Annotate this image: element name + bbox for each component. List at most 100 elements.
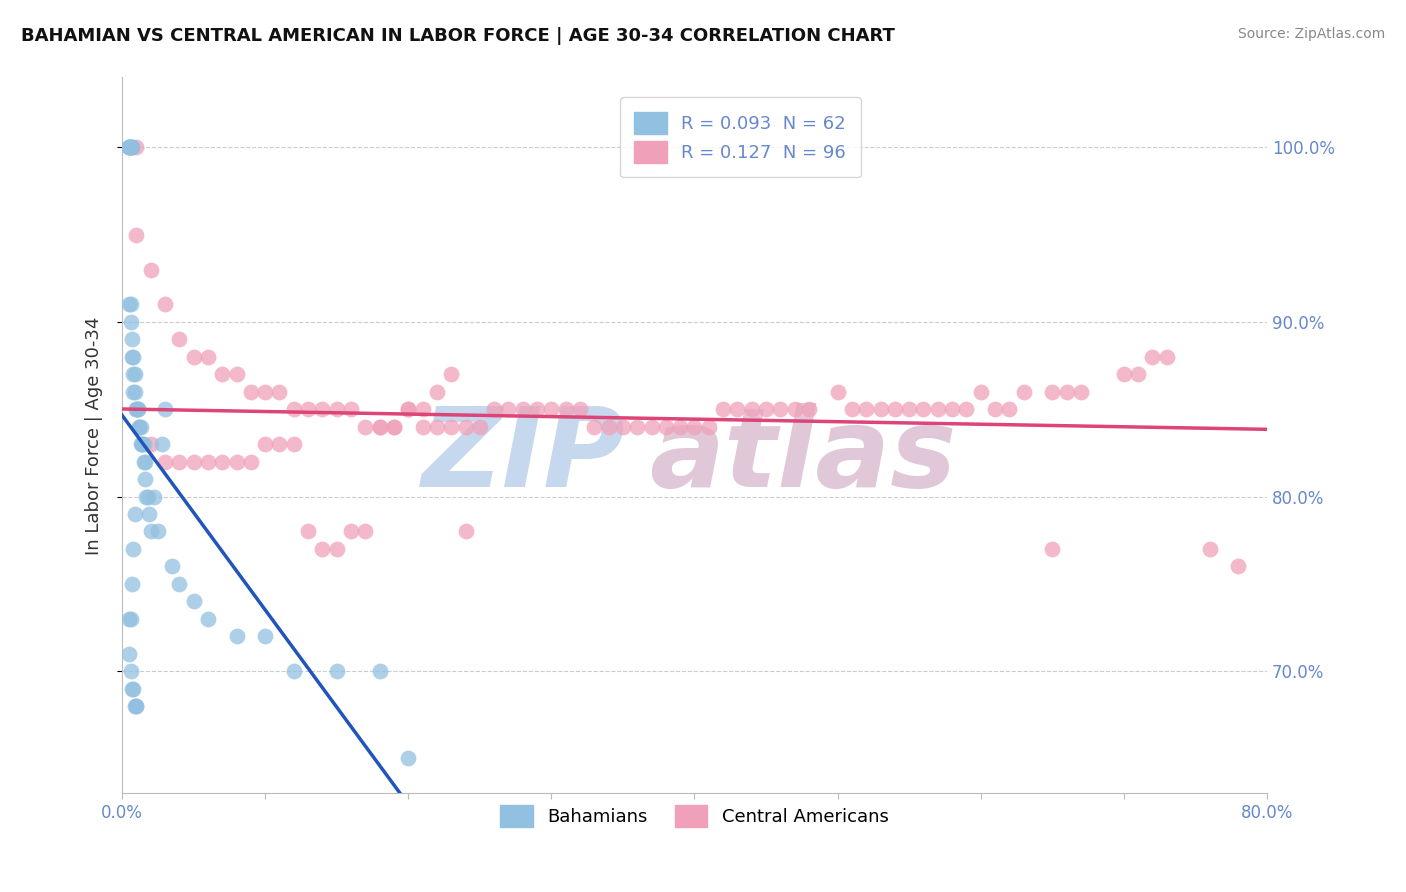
Point [725,402,748,417]
Text: ZIP: ZIP [422,403,626,510]
Point [368,419,391,434]
Point [118,140,141,154]
Point [121,350,143,364]
Point [669,419,692,434]
Point [827,384,849,399]
Point [120,140,142,154]
Point [883,402,905,417]
Point [120,315,142,329]
Point [197,454,219,468]
Point [797,402,820,417]
Point [927,402,949,417]
Point [121,681,143,696]
Point [382,419,405,434]
Point [912,402,935,417]
Point [122,681,145,696]
Point [118,140,141,154]
Point [869,402,891,417]
Point [396,402,419,417]
Point [197,612,219,626]
Point [124,507,146,521]
Point [131,437,153,451]
Point [142,490,165,504]
Point [612,419,634,434]
Text: Source: ZipAtlas.com: Source: ZipAtlas.com [1237,27,1385,41]
Point [121,332,143,346]
Point [118,140,141,154]
Point [139,437,162,451]
Point [426,419,449,434]
Point [325,402,347,417]
Point [183,594,205,608]
Point [125,140,148,154]
Point [998,402,1021,417]
Point [655,419,678,434]
Point [269,384,291,399]
Point [150,437,173,451]
Point [127,402,149,417]
Point [396,751,419,765]
Point [169,454,191,468]
Point [254,437,277,451]
Point [1198,541,1220,556]
Point [368,419,391,434]
Point [741,402,763,417]
Point [283,437,305,451]
Point [1227,559,1250,574]
Point [254,384,277,399]
Point [122,368,145,382]
Point [526,402,548,417]
Point [132,437,155,451]
Point [125,402,148,417]
Point [841,402,863,417]
Point [755,402,778,417]
Point [955,402,977,417]
Point [118,140,141,154]
Point [454,419,477,434]
Point [138,507,160,521]
Point [368,664,391,678]
Point [626,419,648,434]
Point [139,524,162,539]
Point [583,419,606,434]
Point [127,402,149,417]
Point [325,664,347,678]
Point [569,402,592,417]
Point [540,402,562,417]
Point [640,419,662,434]
Point [134,472,156,486]
Point [120,612,142,626]
Point [183,350,205,364]
Point [225,454,247,468]
Point [136,490,159,504]
Point [128,419,150,434]
Point [426,384,449,399]
Point [211,368,233,382]
Point [153,454,176,468]
Point [311,402,333,417]
Point [121,140,143,154]
Legend: Bahamians, Central Americans: Bahamians, Central Americans [494,798,896,834]
Point [225,368,247,382]
Point [325,541,347,556]
Point [153,297,176,311]
Point [340,402,363,417]
Point [1126,368,1149,382]
Point [498,402,520,417]
Text: atlas: atlas [648,403,956,510]
Point [118,297,141,311]
Point [482,402,505,417]
Point [1112,368,1135,382]
Point [769,402,792,417]
Point [512,402,534,417]
Point [128,419,150,434]
Point [297,402,319,417]
Point [340,524,363,539]
Point [169,577,191,591]
Point [554,402,576,417]
Point [211,454,233,468]
Point [239,454,262,468]
Point [711,402,734,417]
Point [1070,384,1092,399]
Point [311,541,333,556]
